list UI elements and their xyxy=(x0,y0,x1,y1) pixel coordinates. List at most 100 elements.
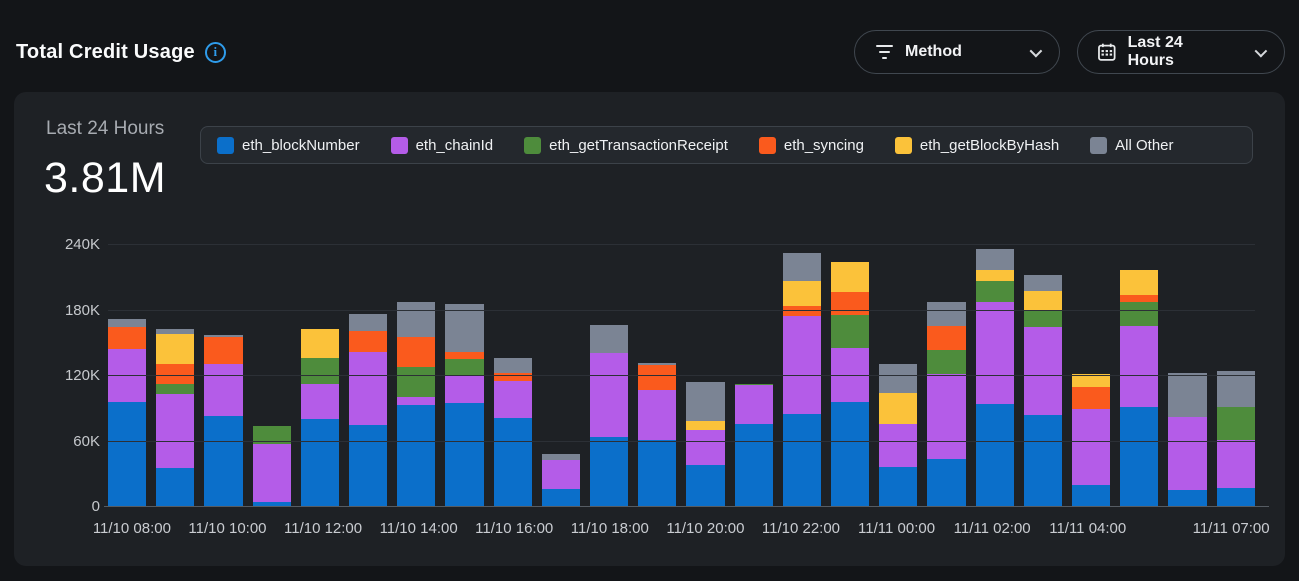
chart-legend: eth_blockNumber eth_chainId eth_getTransac… xyxy=(200,126,1253,164)
legend-swatch xyxy=(758,136,776,154)
bar-segment xyxy=(734,424,773,506)
bar-segment xyxy=(927,326,966,350)
bar-11-10-23-00[interactable] xyxy=(831,245,870,506)
bar-segment xyxy=(927,459,966,506)
bar-11-11-03-00[interactable] xyxy=(1023,245,1063,506)
legend-item[interactable]: eth_blockNumber xyxy=(217,136,360,154)
bar-segment xyxy=(686,421,725,431)
bar-11-11-04-00[interactable] xyxy=(1072,245,1111,506)
bar-segment xyxy=(156,394,195,468)
bar-segment xyxy=(349,314,388,331)
total-credits-value: 3.81M xyxy=(44,154,167,202)
bar-11-10-15-00[interactable] xyxy=(445,245,484,506)
info-icon[interactable]: i xyxy=(204,41,226,63)
axis-baseline xyxy=(104,506,1269,507)
legend-swatch xyxy=(1090,136,1108,154)
bar-segment xyxy=(1120,406,1159,506)
bar-segment xyxy=(349,330,388,353)
legend-item[interactable]: All Other xyxy=(1090,136,1174,154)
time-range-dropdown[interactable]: Last 24 Hours xyxy=(1077,30,1285,74)
bar-11-11-05-00[interactable] xyxy=(1120,245,1159,506)
bar-11-10-12-00[interactable] xyxy=(300,245,340,506)
bar-11-10-21-00[interactable] xyxy=(734,245,773,506)
bar-segment xyxy=(734,384,773,386)
legend-label: eth_chainId xyxy=(415,136,494,154)
bar-11-11-00-00[interactable] xyxy=(879,245,918,506)
bar-segment xyxy=(879,392,918,424)
gridline xyxy=(108,309,1255,311)
legend-item[interactable]: eth_syncing xyxy=(758,136,864,154)
bar-segment xyxy=(300,384,340,419)
bar-11-10-13-00[interactable] xyxy=(349,245,388,506)
bar-segment xyxy=(638,363,677,366)
bar-segment xyxy=(782,413,822,506)
bar-segment xyxy=(927,301,966,327)
bar-segment xyxy=(1216,487,1255,506)
bar-segment xyxy=(879,423,918,467)
x-tick-label: 11/10 22:00 xyxy=(761,520,841,537)
bar-11-10-09-00[interactable] xyxy=(156,245,195,506)
filter-icon xyxy=(875,45,893,59)
bar-11-10-17-00[interactable] xyxy=(541,245,581,506)
bar-11-11-07-00[interactable] xyxy=(1216,245,1255,506)
legend-swatch xyxy=(217,136,234,154)
x-tick-label: 11/10 08:00 xyxy=(92,520,171,537)
bar-segment xyxy=(590,353,629,437)
bar-segment xyxy=(1120,301,1159,327)
bar-segment xyxy=(493,373,532,381)
x-tick-label: 11/10 10:00 xyxy=(188,520,267,537)
bar-11-10-14-00[interactable] xyxy=(397,245,436,506)
bar-segment xyxy=(108,326,147,350)
bar-11-10-19-00[interactable] xyxy=(638,245,677,506)
legend-item[interactable]: eth_chainId xyxy=(390,136,494,154)
legend-item[interactable]: eth_getTransactionReceipt xyxy=(524,136,728,154)
bar-segment xyxy=(1216,439,1255,488)
bar-segment xyxy=(975,249,1014,270)
gridline xyxy=(108,244,1255,245)
bar-11-10-22-00[interactable] xyxy=(782,245,822,506)
bar-segment xyxy=(252,444,291,502)
bar-segment xyxy=(204,337,243,365)
bar-11-10-11-00[interactable] xyxy=(252,245,291,506)
bar-segment xyxy=(927,373,966,460)
bar-11-10-20-00[interactable] xyxy=(686,245,725,506)
chevron-down-icon xyxy=(1254,44,1268,57)
bar-segment xyxy=(686,465,725,506)
bar-segment xyxy=(300,419,340,506)
bar-11-10-16-00[interactable] xyxy=(493,245,532,506)
bar-segment xyxy=(1168,372,1207,418)
bar-segment xyxy=(734,385,773,425)
method-filter-dropdown[interactable]: Method xyxy=(854,30,1060,74)
bar-segment xyxy=(1216,407,1255,440)
period-label: Last 24 Hours xyxy=(46,118,165,139)
bar-segment xyxy=(156,384,195,394)
bar-segment xyxy=(590,436,629,506)
legend-label: eth_blockNumber xyxy=(242,136,360,154)
bar-segment xyxy=(1120,294,1159,302)
bar-segment xyxy=(975,281,1014,303)
bar-11-11-06-00[interactable] xyxy=(1168,245,1207,506)
bar-segment xyxy=(541,460,581,489)
bar-segment xyxy=(1023,310,1063,327)
bar-segment xyxy=(831,347,870,403)
bar-11-11-01-00[interactable] xyxy=(927,245,966,506)
bar-segment xyxy=(445,375,484,404)
bar-segment xyxy=(397,405,436,506)
bar-11-11-02-00[interactable] xyxy=(975,245,1014,506)
credit-usage-card: Last 24 Hours 3.81M eth_blockNumber eth_c… xyxy=(14,92,1285,566)
bar-segment xyxy=(1216,371,1255,408)
x-tick-label: 11/10 14:00 xyxy=(379,520,458,537)
bar-segment xyxy=(1072,484,1111,506)
chevron-down-icon xyxy=(1029,44,1043,57)
bar-segment xyxy=(108,401,147,506)
bar-11-10-10-00[interactable] xyxy=(204,245,243,506)
bar-segment xyxy=(686,430,725,466)
bar-11-10-18-00[interactable] xyxy=(590,245,629,506)
x-tick-label: 11/11 02:00 xyxy=(953,520,1031,537)
bar-segment xyxy=(204,335,243,338)
legend-item[interactable]: eth_getBlockByHash xyxy=(894,136,1059,154)
bar-segment xyxy=(1023,290,1063,311)
bar-segment xyxy=(975,302,1014,404)
bar-segment xyxy=(879,466,918,506)
bar-segment xyxy=(831,402,870,506)
